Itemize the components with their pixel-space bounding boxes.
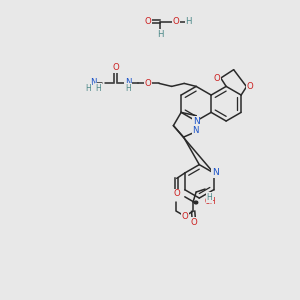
- Text: H: H: [85, 84, 91, 93]
- Text: O: O: [172, 17, 179, 26]
- Text: O: O: [145, 17, 151, 26]
- Text: N: N: [193, 126, 199, 135]
- Text: H: H: [207, 193, 212, 202]
- Text: O: O: [173, 189, 180, 198]
- Text: O: O: [214, 74, 220, 82]
- Text: O: O: [190, 218, 197, 227]
- Text: N: N: [90, 78, 97, 87]
- Text: O: O: [247, 82, 254, 91]
- Text: H: H: [157, 30, 164, 39]
- Text: H: H: [95, 84, 101, 93]
- Text: H: H: [125, 84, 131, 93]
- Text: O: O: [112, 63, 119, 72]
- Text: O: O: [144, 79, 151, 88]
- Text: O: O: [182, 212, 188, 221]
- Text: N: N: [212, 168, 219, 177]
- Text: OH: OH: [205, 197, 216, 206]
- Text: N: N: [125, 78, 131, 87]
- Text: H: H: [186, 17, 192, 26]
- Text: N: N: [193, 116, 200, 125]
